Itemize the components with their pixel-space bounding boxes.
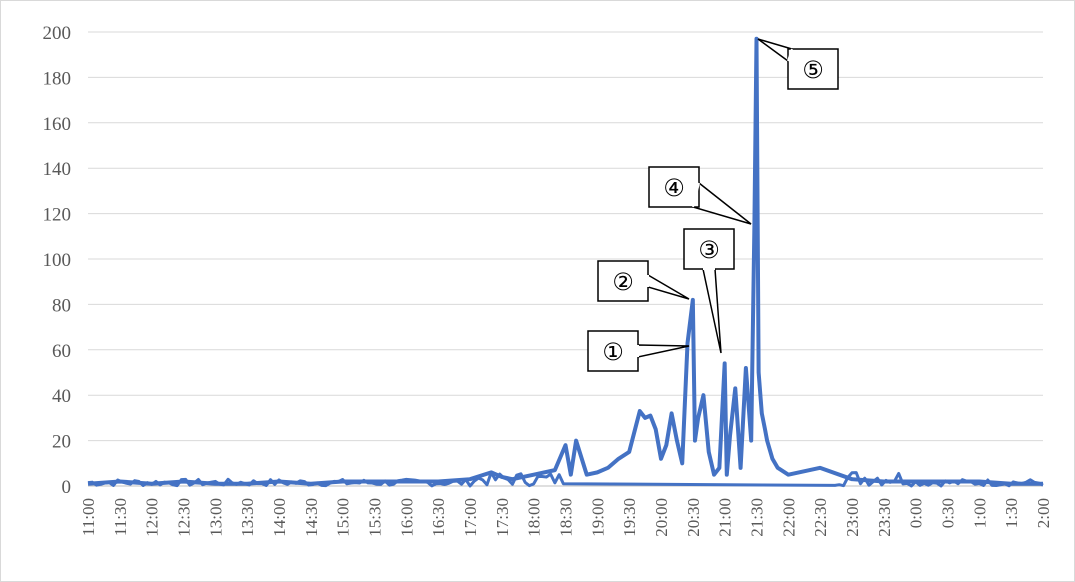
callout: ③ [683,228,735,354]
x-tick-label: 22:30 [811,498,830,537]
callout-label: ② [612,268,634,296]
callout-pointer [757,38,793,63]
callout-pointer [692,181,752,225]
callout-label: ① [602,338,624,366]
callout: ④ [648,166,752,225]
callout-box [787,48,839,90]
x-tick-label: 11:30 [111,498,130,536]
x-tick-label: 12:00 [143,498,162,537]
y-tick-label: 140 [43,159,72,180]
x-tick-label: 11:00 [79,498,98,536]
x-tick-label: 23:00 [843,498,862,537]
y-tick-label: 120 [43,205,72,226]
x-tick-label: 18:30 [557,498,576,537]
x-tick-label: 21:30 [748,498,767,537]
callout: ① [587,330,690,372]
x-tick-label: 0:30 [939,498,958,528]
y-tick-label: 60 [52,341,71,362]
x-tick-label: 17:00 [461,498,480,537]
callouts: ① ② ③ ④ ⑤ [587,38,839,372]
x-tick-label: 15:30 [366,498,385,537]
x-tick-label: 1:30 [1002,498,1021,528]
series-layer [87,36,1044,488]
callout-box [597,260,649,302]
callout: ② [597,260,690,302]
x-tick-label: 17:30 [493,498,512,537]
x-tick-label: 14:00 [270,498,289,537]
callout-box [648,166,700,208]
callout-label: ④ [663,174,685,202]
x-tick-label: 2:00 [1034,498,1053,528]
x-tick-label: 22:00 [779,498,798,537]
x-tick-label: 13:30 [238,498,257,537]
callout-box [587,330,639,372]
y-tick-label: 0 [62,477,72,498]
callout-pointer [702,268,722,354]
callout-pointer [637,344,690,358]
y-tick-label: 80 [52,295,71,316]
y-tick-label: 180 [43,68,72,89]
gridlines [88,31,1043,487]
callout-label: ③ [698,236,720,264]
x-tick-label: 20:30 [684,498,703,537]
x-tick-label: 19:00 [588,498,607,537]
y-tick-label: 20 [52,432,71,453]
callout-box [683,228,735,270]
x-tick-label: 16:00 [397,498,416,537]
callout-pointer [647,273,690,300]
x-tick-label: 19:30 [620,498,639,537]
x-tick-label: 20:00 [652,498,671,537]
callout: ⑤ [757,38,839,90]
x-tick-label: 1:00 [970,498,989,528]
callout-label: ⑤ [802,56,824,84]
x-tick-label: 14:30 [302,498,321,537]
x-tick-label: 12:30 [175,498,194,537]
x-tick-label: 21:00 [716,498,735,537]
x-tick-label: 13:00 [206,498,225,537]
x-tick-label: 0:00 [907,498,926,528]
y-axis-ticks: 0 20 40 60 80 100 120 140 160 180 200 [43,23,72,498]
y-tick-label: 200 [43,23,72,44]
series-line [87,36,1043,486]
x-tick-label: 23:30 [875,498,894,537]
x-tick-label: 16:30 [429,498,448,537]
y-tick-label: 40 [52,386,71,407]
x-tick-label: 18:00 [525,498,544,537]
x-axis-ticks: 11:00 11:30 12:00 12:30 13:00 13:30 14:00 14:30… [79,498,1053,537]
y-tick-label: 160 [43,114,72,135]
x-tick-label: 15:00 [334,498,353,537]
y-tick-label: 100 [43,250,72,271]
